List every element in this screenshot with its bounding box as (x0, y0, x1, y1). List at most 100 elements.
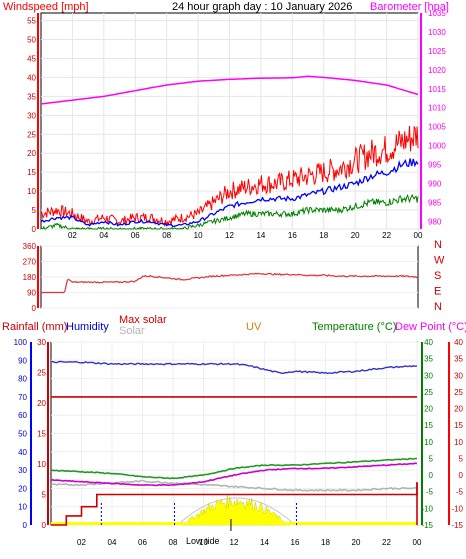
wind-hour-label: 22 (382, 231, 391, 240)
humidity-line (51, 360, 418, 375)
low-tide-label: Low tide (186, 536, 220, 546)
humidity-tick-label: 80 (18, 375, 27, 384)
wind-hour-label: 08 (162, 231, 171, 240)
temperature-tick-label: 15 (424, 421, 433, 430)
wind-hour-label: 06 (131, 231, 140, 240)
solar-area (182, 494, 290, 526)
barometer-tick-label: 1000 (428, 142, 446, 151)
wind-hour-label: 00 (414, 231, 423, 240)
temperature-tick-label: 5 (429, 454, 434, 463)
temperature-tick-label: 10 (424, 438, 433, 447)
temperature-tick-label: 35 (424, 355, 433, 364)
temperature-tick-label: 20 (424, 405, 433, 414)
wind-hour-label: 04 (99, 231, 108, 240)
rain-tick-label: 15 (37, 430, 46, 439)
bottom-hour-label: 10 (199, 538, 208, 547)
dewpoint-tick-label: 30 (454, 371, 463, 380)
dewpoint-tick-label: 5 (459, 454, 464, 463)
dewpoint-tick-label: 0 (459, 471, 464, 480)
wind-tick-label: 55 (27, 17, 36, 26)
dewpoint-tick-label: -10 (451, 504, 463, 513)
humidity-tick-label: 100 (14, 338, 28, 347)
temperature-tick-label: 40 (424, 338, 433, 347)
wind-tick-label: 30 (27, 111, 36, 120)
wind-tick-label: 20 (27, 149, 36, 158)
rain-tick-label: 10 (37, 460, 46, 469)
bottom-hour-label: 18 (321, 538, 330, 547)
barometer-tick-label: 980 (428, 217, 442, 226)
barometer-tick-label: 1020 (428, 66, 446, 75)
wind-tick-label: 0 (32, 225, 37, 234)
rain-tick-label: 25 (37, 369, 46, 378)
wind-hour-label: 10 (194, 231, 203, 240)
wind-tick-label: 45 (27, 54, 36, 63)
compass-label: E (434, 286, 441, 298)
temperature-legend: Temperature (°C) (312, 321, 396, 333)
bottom-hour-label: 04 (108, 538, 117, 547)
wind-low-line (40, 193, 419, 231)
rain-tick-label: 20 (37, 399, 46, 408)
wind-tick-label: 15 (27, 168, 36, 177)
uv-legend: UV (246, 321, 262, 333)
dewpoint-tick-label: 25 (454, 388, 463, 397)
wind-axis-title: Windspeed [mph] (3, 1, 89, 13)
wind-hour-label: 02 (68, 231, 77, 240)
wind-hour-label: 16 (288, 231, 297, 240)
temperature-tick-label: -5 (426, 488, 434, 497)
bottom-hour-label: 20 (352, 538, 361, 547)
dewpoint-tick-label: -15 (451, 521, 463, 530)
wind-hour-label: 14 (256, 231, 265, 240)
barometer-tick-label: 1035 (428, 9, 446, 18)
dewpoint-tick-label: 40 (454, 338, 463, 347)
barometer-tick-label: 985 (428, 198, 442, 207)
barometer-tick-label: 1015 (428, 85, 446, 94)
bottom-hour-label: 08 (169, 538, 178, 547)
barometer-line (40, 75, 419, 105)
temperature-tick-label: 25 (424, 388, 433, 397)
bottom-hour-label: 06 (138, 538, 147, 547)
bottom-hour-label: 14 (260, 538, 269, 547)
bottom-hour-label: 22 (382, 538, 391, 547)
rain-axis-title: Rainfall (mm) (2, 321, 67, 333)
bottom-hour-label: 16 (291, 538, 300, 547)
barometer-tick-label: 1030 (428, 28, 446, 37)
wind-direction-line (41, 272, 419, 294)
barometer-tick-label: 1010 (428, 104, 446, 113)
bottom-hour-label: 12 (230, 538, 239, 547)
dewpoint-tick-label: 20 (454, 405, 463, 414)
bottom-hour-label: 00 (413, 538, 422, 547)
wind-hour-label: 18 (319, 231, 328, 240)
barometer-tick-label: 995 (428, 161, 442, 170)
humidity-tick-label: 90 (18, 356, 27, 365)
humidity-tick-label: 60 (18, 411, 27, 420)
humidity-tick-label: 40 (18, 448, 27, 457)
wind-hour-label: 12 (225, 231, 234, 240)
rain-tick-label: 0 (42, 521, 47, 530)
barometer-tick-label: 1005 (428, 123, 446, 132)
direction-tick-label: 90 (27, 289, 36, 298)
wind-tick-label: 40 (27, 73, 36, 82)
sun-arc (177, 497, 296, 526)
barometer-tick-label: 990 (428, 180, 442, 189)
barometer-tick-label: 1025 (428, 47, 446, 56)
wind-hour-label: 20 (351, 231, 360, 240)
temperature-tick-label: -15 (421, 521, 433, 530)
dewpoint-legend: Dew Point (°C) (395, 321, 466, 333)
compass-label: N (434, 301, 442, 313)
humidity-tick-label: 20 (18, 484, 27, 493)
direction-tick-label: 0 (32, 304, 37, 313)
rain-tick-label: 30 (37, 338, 46, 347)
wind-tick-label: 25 (27, 130, 36, 139)
solar-legend: Solar (119, 325, 145, 337)
rain-tick-label: 5 (42, 491, 47, 500)
direction-tick-label: 270 (23, 258, 37, 267)
humidity-tick-label: 70 (18, 393, 27, 402)
rainfall-line (51, 482, 418, 526)
temperature-line (50, 457, 418, 480)
uv-baseline (51, 522, 417, 525)
compass-label: S (434, 270, 441, 282)
wind-tick-label: 50 (27, 36, 36, 45)
max-solar-legend: Max solar (119, 314, 167, 326)
